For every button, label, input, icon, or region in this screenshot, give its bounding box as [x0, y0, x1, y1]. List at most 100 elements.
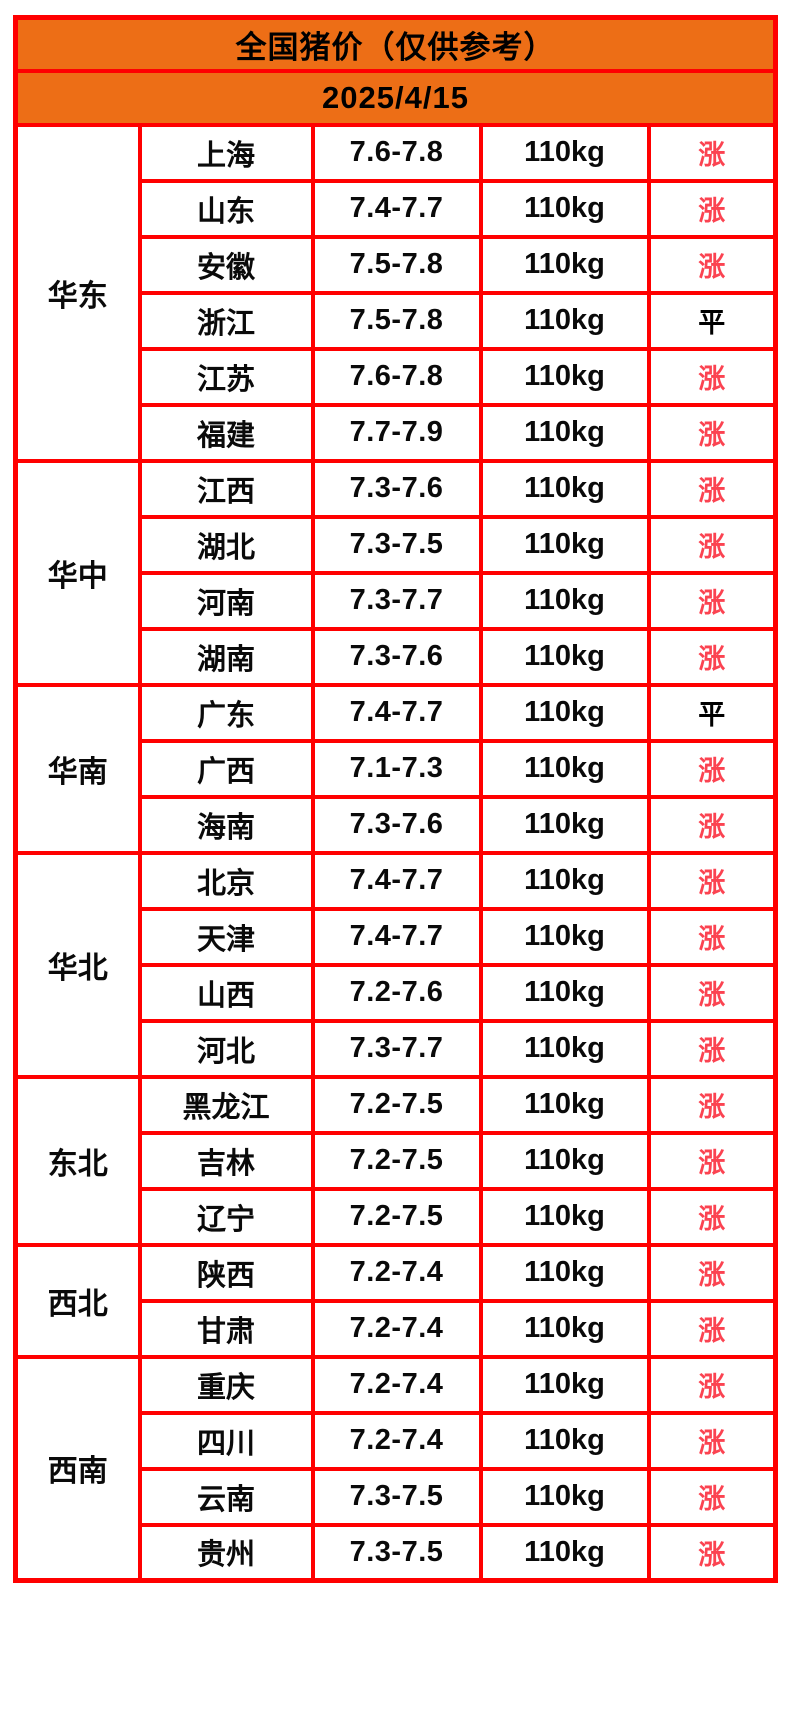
province-cell: 辽宁 — [137, 1186, 315, 1247]
status-cell: 涨 — [646, 402, 778, 463]
weight-cell: 110kg — [478, 906, 651, 967]
table-row: 浙江 7.5-7.8 110kg 平 — [16, 290, 778, 351]
weight-cell: 110kg — [478, 234, 651, 295]
price-cell: 7.3-7.5 — [310, 514, 483, 575]
status-cell: 涨 — [646, 850, 778, 911]
region-cell: 西北 — [13, 1242, 142, 1359]
weight-cell: 110kg — [478, 122, 651, 183]
price-cell: 7.3-7.7 — [310, 570, 483, 631]
province-cell: 浙江 — [137, 290, 315, 351]
price-cell: 7.4-7.7 — [310, 178, 483, 239]
status-cell: 涨 — [646, 1354, 778, 1415]
status-cell: 涨 — [646, 1186, 778, 1247]
weight-cell: 110kg — [478, 1354, 651, 1415]
province-cell: 河北 — [137, 1018, 315, 1079]
table-row: 东北 黑龙江 7.2-7.5 110kg 涨 — [13, 1074, 778, 1247]
province-cell: 贵州 — [137, 1522, 315, 1583]
weight-cell: 110kg — [478, 1074, 651, 1135]
province-cell: 天津 — [137, 906, 315, 967]
table-row: 山东 7.4-7.7 110kg 涨 — [16, 178, 778, 239]
price-cell: 7.2-7.4 — [310, 1410, 483, 1471]
province-cell: 陕西 — [137, 1242, 315, 1303]
province-cell: 甘肃 — [137, 1298, 315, 1359]
price-cell: 7.2-7.5 — [310, 1074, 483, 1135]
weight-cell: 110kg — [478, 178, 651, 239]
table-row: 云南 7.3-7.5 110kg 涨 — [16, 1466, 778, 1527]
weight-cell: 110kg — [478, 738, 651, 799]
status-cell: 涨 — [646, 738, 778, 799]
date-header: 2025/4/15 — [13, 68, 778, 127]
table-row: 贵州 7.3-7.5 110kg 涨 — [16, 1522, 778, 1583]
province-cell: 北京 — [137, 850, 315, 911]
status-cell: 涨 — [646, 1298, 778, 1359]
weight-cell: 110kg — [478, 1522, 651, 1583]
province-cell: 江西 — [137, 458, 315, 519]
status-cell: 涨 — [646, 1018, 778, 1079]
weight-cell: 110kg — [478, 458, 651, 519]
weight-cell: 110kg — [478, 402, 651, 463]
table-row: 华南 广东 7.4-7.7 110kg 平 — [13, 682, 778, 855]
table-row: 甘肃 7.2-7.4 110kg 涨 — [16, 1298, 778, 1359]
weight-cell: 110kg — [478, 682, 651, 743]
weight-cell: 110kg — [478, 1298, 651, 1359]
table-row: 海南 7.3-7.6 110kg 涨 — [16, 794, 778, 855]
status-cell: 涨 — [646, 794, 778, 855]
price-cell: 7.1-7.3 — [310, 738, 483, 799]
province-cell: 四川 — [137, 1410, 315, 1471]
price-cell: 7.2-7.4 — [310, 1354, 483, 1415]
price-cell: 7.5-7.8 — [310, 290, 483, 351]
table-row: 四川 7.2-7.4 110kg 涨 — [16, 1410, 778, 1471]
price-cell: 7.4-7.7 — [310, 850, 483, 911]
table-row: 辽宁 7.2-7.5 110kg 涨 — [16, 1186, 778, 1247]
status-cell: 涨 — [646, 1466, 778, 1527]
table-row: 西南 重庆 7.2-7.4 110kg 涨 — [13, 1354, 778, 1583]
status-cell: 涨 — [646, 178, 778, 239]
weight-cell: 110kg — [478, 962, 651, 1023]
table-row: 吉林 7.2-7.5 110kg 涨 — [16, 1130, 778, 1191]
status-cell: 涨 — [646, 122, 778, 183]
status-cell: 涨 — [646, 514, 778, 575]
table-row: 湖北 7.3-7.5 110kg 涨 — [16, 514, 778, 575]
weight-cell: 110kg — [478, 346, 651, 407]
status-cell: 涨 — [646, 626, 778, 687]
status-cell: 平 — [646, 682, 778, 743]
weight-cell: 110kg — [478, 1186, 651, 1247]
region-cell: 华南 — [13, 682, 142, 855]
table-row: 华东 上海 7.6-7.8 110kg 涨 — [13, 122, 778, 463]
region-cell: 西南 — [13, 1354, 142, 1583]
weight-cell: 110kg — [478, 290, 651, 351]
region-cell: 华东 — [13, 122, 142, 463]
province-cell: 河南 — [137, 570, 315, 631]
status-cell: 涨 — [646, 906, 778, 967]
table-row: 西北 陕西 7.2-7.4 110kg 涨 — [13, 1242, 778, 1359]
weight-cell: 110kg — [478, 570, 651, 631]
status-cell: 涨 — [646, 234, 778, 295]
price-cell: 7.2-7.4 — [310, 1298, 483, 1359]
status-cell: 涨 — [646, 570, 778, 631]
page-title: 全国猪价（仅供参考） — [13, 15, 778, 73]
price-cell: 7.7-7.9 — [310, 402, 483, 463]
date-row: 2025/4/15 — [13, 68, 778, 127]
table-row: 山西 7.2-7.6 110kg 涨 — [16, 962, 778, 1023]
price-cell: 7.3-7.6 — [310, 794, 483, 855]
price-cell: 7.6-7.8 — [310, 346, 483, 407]
province-cell: 福建 — [137, 402, 315, 463]
price-cell: 7.2-7.5 — [310, 1130, 483, 1191]
weight-cell: 110kg — [478, 1466, 651, 1527]
province-cell: 江苏 — [137, 346, 315, 407]
province-cell: 海南 — [137, 794, 315, 855]
table-row: 江苏 7.6-7.8 110kg 涨 — [16, 346, 778, 407]
pig-price-table: 全国猪价（仅供参考） 2025/4/15 华东 上海 7.6-7.8 110kg 涨山东… — [13, 15, 778, 1583]
weight-cell: 110kg — [478, 850, 651, 911]
table-row: 华北 北京 7.4-7.7 110kg 涨 — [13, 850, 778, 1079]
weight-cell: 110kg — [478, 1242, 651, 1303]
table-row: 华中 江西 7.3-7.6 110kg 涨 — [13, 458, 778, 687]
region-cell: 东北 — [13, 1074, 142, 1247]
price-cell: 7.5-7.8 — [310, 234, 483, 295]
weight-cell: 110kg — [478, 1018, 651, 1079]
price-cell: 7.2-7.5 — [310, 1186, 483, 1247]
weight-cell: 110kg — [478, 794, 651, 855]
province-cell: 山东 — [137, 178, 315, 239]
price-cell: 7.3-7.5 — [310, 1466, 483, 1527]
price-table-body: 全国猪价（仅供参考） 2025/4/15 华东 上海 7.6-7.8 110kg 涨山东… — [13, 15, 778, 1583]
